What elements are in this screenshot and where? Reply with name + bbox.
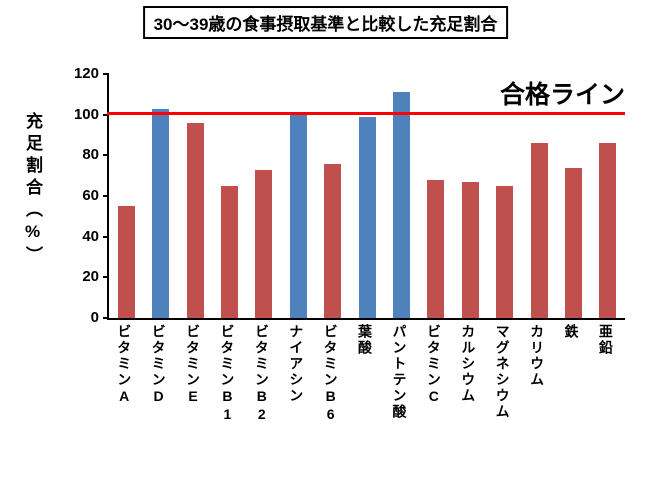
y-tick-mark	[103, 317, 109, 319]
x-label-slot: ビタミンD	[141, 324, 175, 424]
y-tick-mark	[103, 195, 109, 197]
x-tick-label: ビタミンD	[150, 324, 167, 406]
x-tick-label: ビタミンB6	[322, 324, 339, 424]
bar-slot	[315, 74, 349, 318]
x-tick-label: 亜鉛	[597, 324, 614, 356]
x-label-slot: ビタミンA	[107, 324, 141, 424]
x-tick-label: ビタミンE	[185, 324, 202, 406]
x-label-slot: ビタミンB2	[245, 324, 279, 424]
x-label-slot: カリウム	[520, 324, 554, 424]
x-tick-label: ビタミンC	[425, 324, 442, 406]
x-label-slot: カルシウム	[451, 324, 485, 424]
y-axis-label: 充足割合（%）	[23, 112, 42, 268]
pass-line-label: 合格ライン	[499, 81, 625, 110]
bar	[461, 181, 479, 318]
bars	[109, 74, 625, 318]
bar	[324, 163, 342, 318]
bar	[427, 179, 445, 318]
bar	[255, 169, 273, 318]
bar	[496, 185, 514, 318]
bar	[564, 167, 582, 318]
bar-slot	[281, 74, 315, 318]
bar	[152, 108, 170, 318]
y-tick-label: 120	[73, 65, 99, 82]
chart-title: 30〜39歳の食事摂取基準と比較した充足割合	[142, 6, 509, 39]
bar-slot	[522, 74, 556, 318]
x-tick-label: パントテン酸	[391, 324, 408, 420]
bar-slot	[384, 74, 418, 318]
y-tick-label: 60	[82, 187, 99, 204]
x-label-slot: 亜鉛	[589, 324, 623, 424]
x-label-slot: ナイアシン	[279, 324, 313, 424]
bar-slot	[178, 74, 212, 318]
bar-slot	[109, 74, 143, 318]
bar	[599, 143, 617, 318]
y-tick-label: 20	[82, 268, 99, 286]
x-tick-label: 鉄	[563, 324, 580, 340]
bar-slot	[419, 74, 453, 318]
x-tick-label: カリウム	[529, 324, 546, 388]
bar	[530, 143, 548, 318]
x-axis-labels: ビタミンA ビタミンD ビタミンE ビタミンB1 ビタミンB2 ナイアシン ビタミンB6 葉酸…	[107, 324, 623, 424]
x-label-slot: マグネシウム	[485, 324, 519, 424]
x-label-slot: ビタミンC	[417, 324, 451, 424]
bar	[186, 122, 204, 318]
bar	[358, 116, 376, 318]
bar-slot	[591, 74, 625, 318]
bar	[289, 112, 307, 318]
x-tick-label: 葉酸	[357, 324, 374, 356]
pass-line	[107, 111, 625, 115]
bar	[117, 206, 135, 318]
bar-slot	[212, 74, 246, 318]
x-tick-label: ビタミンB1	[219, 324, 236, 424]
bar-slot	[453, 74, 487, 318]
y-tick-label: 80	[82, 146, 99, 164]
x-label-slot: ビタミンE	[176, 324, 210, 424]
x-tick-label: ナイアシン	[288, 324, 305, 404]
bar-slot	[350, 74, 384, 318]
y-tick-mark	[103, 154, 109, 157]
x-label-slot: ビタミンB1	[210, 324, 244, 424]
plot-area: 合格ライン 0 20 40 60 80 100 120	[74, 65, 625, 326]
bar	[220, 185, 238, 318]
y-tick-mark	[103, 73, 109, 75]
x-tick-label: マグネシウム	[494, 324, 511, 420]
bar-slot	[143, 74, 177, 318]
y-tick-mark	[103, 276, 109, 279]
x-label-slot: ビタミンB6	[313, 324, 347, 424]
x-tick-label: ビタミンB2	[253, 324, 270, 424]
y-tick-mark	[103, 235, 109, 238]
y-tick-label: 0	[90, 309, 99, 326]
x-label-slot: 鉄	[554, 324, 588, 424]
x-tick-label: ビタミンA	[116, 324, 133, 406]
bar-slot	[247, 74, 281, 318]
bar	[392, 92, 410, 318]
y-tick-label: 100	[73, 105, 99, 123]
x-tick-label: カルシウム	[460, 324, 477, 404]
y-tick-mark	[103, 113, 109, 116]
x-label-slot: パントテン酸	[382, 324, 416, 424]
x-label-slot: 葉酸	[348, 324, 382, 424]
bar-slot	[556, 74, 590, 318]
bar-slot	[487, 74, 521, 318]
y-tick-label: 40	[82, 227, 99, 245]
